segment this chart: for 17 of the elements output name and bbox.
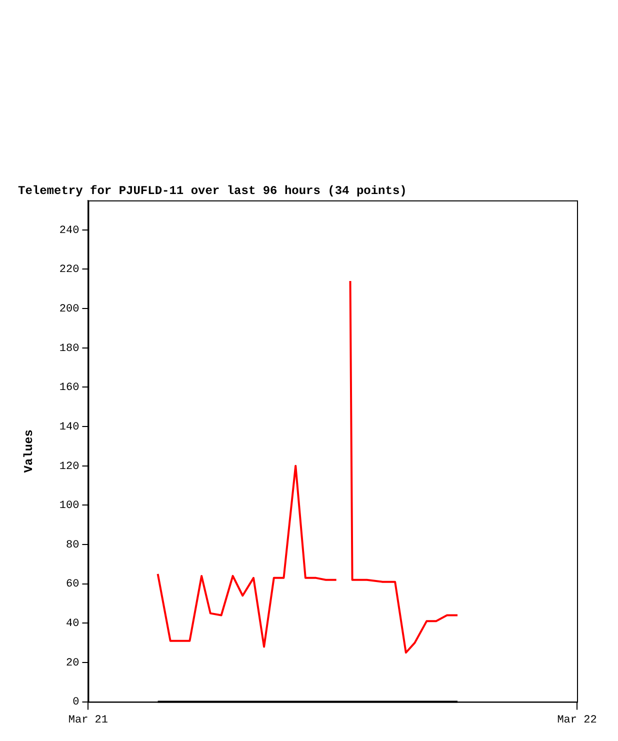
y-tick-label: 140 [59, 421, 80, 434]
x-tick-label: Mar 21 [68, 714, 108, 726]
y-tick-label: 0 [72, 696, 80, 709]
y-tick-label: 220 [59, 264, 80, 276]
y-tick-label: 240 [59, 224, 80, 237]
y-tick-label: 200 [59, 303, 80, 316]
y-tick-label: 20 [66, 657, 80, 670]
x-tick-label: Mar 22 [557, 714, 597, 726]
y-tick-label: 180 [59, 342, 80, 355]
y-tick-label: 80 [66, 539, 80, 552]
y-tick-label: 40 [66, 618, 80, 630]
y-tick-label: 100 [59, 500, 80, 512]
chart-title: Telemetry for PJUFLD-11 over last 96 hours (34 points) [18, 184, 407, 198]
y-tick-label: 60 [66, 578, 80, 591]
y-axis-title: Values [22, 429, 36, 473]
y-tick-label: 120 [59, 460, 80, 473]
y-tick-label: 160 [59, 382, 80, 394]
